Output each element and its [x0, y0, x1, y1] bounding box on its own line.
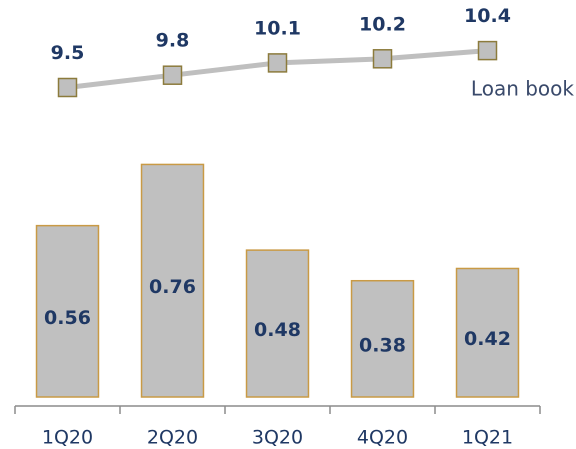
bar — [35, 224, 100, 398]
bar — [245, 249, 310, 398]
bar — [455, 267, 520, 398]
marker — [477, 40, 498, 61]
legend-entry: Loan book — [471, 77, 574, 101]
bar — [350, 279, 415, 398]
data-label: 0.56 — [44, 307, 91, 329]
x-tick-label: 2Q20 — [147, 427, 198, 449]
marker — [267, 53, 288, 73]
marker — [372, 49, 393, 69]
x-tick-label: 1Q20 — [42, 427, 93, 449]
marker — [57, 77, 78, 98]
data-label: 0.42 — [464, 328, 511, 350]
data-label: 0.48 — [254, 319, 301, 341]
data-label: 9.5 — [51, 42, 85, 64]
marker — [162, 65, 183, 85]
data-label: 10.1 — [254, 17, 301, 39]
data-label: 9.8 — [156, 30, 190, 52]
x-tick-label: 3Q20 — [252, 427, 303, 449]
data-label: 0.38 — [359, 334, 406, 356]
data-label: 10.4 — [464, 5, 511, 27]
x-tick-label: 4Q20 — [357, 427, 408, 449]
bar — [140, 163, 205, 398]
data-label: 0.76 — [149, 276, 196, 298]
data-label: 10.2 — [359, 13, 406, 35]
x-tick-label: 1Q21 — [462, 427, 513, 449]
